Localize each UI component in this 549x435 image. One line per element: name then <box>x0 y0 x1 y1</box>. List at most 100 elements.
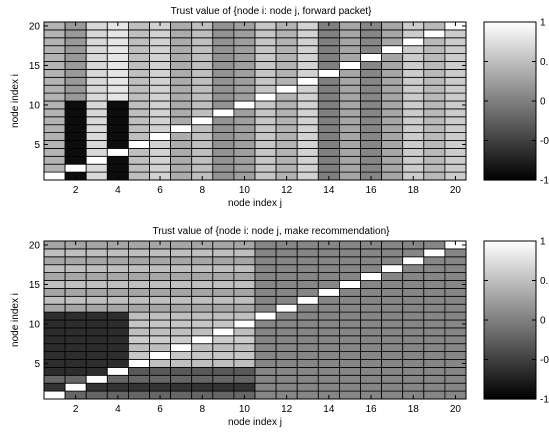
heatmap-cell <box>254 108 277 118</box>
heatmap-cell <box>402 53 425 62</box>
heatmap-cell <box>381 295 404 305</box>
heatmap-cell <box>85 76 108 86</box>
colorbar-segment <box>484 157 536 161</box>
colorbar-segment <box>484 312 536 316</box>
heatmap-cell <box>43 92 66 102</box>
heatmap-cell <box>149 45 172 55</box>
x-tick-label: 20 <box>450 185 462 196</box>
y-tick-label: 20 <box>29 21 41 32</box>
heatmap-cell <box>191 147 214 157</box>
heatmap-cell <box>402 335 425 345</box>
colorbar-tick-label: 0 <box>540 97 546 108</box>
heatmap-cell <box>170 390 193 400</box>
heatmap-cell <box>254 256 277 266</box>
heatmap-cell <box>64 92 87 102</box>
heatmap-cell <box>296 303 319 313</box>
heatmap-cell <box>85 311 108 321</box>
y-tick-label: 15 <box>29 280 41 291</box>
heatmap-cell <box>423 351 446 360</box>
heatmap-cell <box>149 280 172 289</box>
heatmap-cell <box>43 124 66 133</box>
heatmap-cell <box>127 382 150 392</box>
heatmap-cell <box>127 108 150 118</box>
heatmap-cell <box>43 264 66 274</box>
colorbar-segment <box>484 327 536 331</box>
heatmap-cell <box>149 61 172 70</box>
heatmap-cell <box>191 53 214 62</box>
heatmap-cell <box>106 84 129 94</box>
colorbar-segment <box>484 145 536 149</box>
colorbar-segment <box>484 389 536 393</box>
heatmap-cell <box>381 171 404 181</box>
heatmap-cell <box>423 359 446 368</box>
heatmap-cell <box>338 69 361 78</box>
heatmap-cell <box>296 374 319 384</box>
heatmap-cell <box>402 100 425 110</box>
heatmap-cell <box>149 116 172 126</box>
x-axis-ticks: 2 4 6 8 10 12 14 16 18 20 <box>73 241 461 415</box>
heatmap-cell <box>360 53 383 62</box>
heatmap-cell <box>275 53 298 62</box>
colorbar-segment <box>484 108 536 112</box>
heatmap-cell <box>381 100 404 110</box>
heatmap-cell <box>106 29 129 39</box>
heatmap-cell <box>296 382 319 392</box>
heatmap-cell <box>275 116 298 126</box>
colorbar-segment <box>484 63 536 68</box>
heatmap-cell <box>64 147 87 157</box>
colorbar-segment <box>484 352 536 356</box>
heatmap-cell <box>254 29 277 39</box>
heatmap-cell <box>233 359 256 368</box>
heatmap-cell <box>423 335 446 345</box>
heatmap-cell <box>317 132 340 141</box>
heatmap-cell <box>106 116 129 126</box>
heatmap-cell <box>85 343 108 353</box>
heatmap-cell <box>64 366 87 376</box>
heatmap-cell <box>170 69 193 78</box>
heatmap-cell <box>170 295 193 305</box>
heatmap-cell <box>402 61 425 70</box>
heatmap-cell <box>423 248 446 258</box>
colorbar-segment <box>484 384 536 388</box>
heatmap-cell <box>444 335 467 345</box>
heatmap-cell <box>149 147 172 157</box>
colorbar-segment <box>484 317 536 321</box>
colorbar-tick-label: -0.5 <box>540 355 549 366</box>
heatmap-cell <box>127 155 150 165</box>
heatmap-cell <box>170 37 193 47</box>
heatmap-cell <box>296 84 319 94</box>
heatmap-cell <box>296 69 319 78</box>
heatmap-cell <box>296 264 319 274</box>
colorbar-segment <box>484 39 536 43</box>
heatmap-cell <box>106 163 129 173</box>
heatmap-cell <box>338 132 361 141</box>
heatmap-cell <box>85 351 108 360</box>
heatmap-cell <box>402 343 425 353</box>
heatmap-cell <box>296 92 319 102</box>
heatmap-cell <box>444 84 467 94</box>
heatmap-cell <box>338 264 361 274</box>
heatmap-cell <box>317 108 340 118</box>
heatmap-cell <box>423 319 446 329</box>
colorbar-segment <box>484 103 536 107</box>
heatmap-cell <box>149 287 172 297</box>
heatmap-cell <box>360 140 383 149</box>
heatmap-cell <box>127 374 150 384</box>
colorbar-segment <box>484 278 536 282</box>
heatmap-cell <box>296 343 319 353</box>
heatmap-cell <box>296 287 319 297</box>
heatmap-cell <box>444 272 467 281</box>
heatmap-cell <box>254 61 277 70</box>
heatmap-cell <box>170 132 193 141</box>
heatmap-cell <box>402 366 425 376</box>
heatmap-cell <box>423 163 446 173</box>
heatmap-cell <box>275 335 298 345</box>
heatmap-cell <box>444 147 467 157</box>
heatmap-cell <box>402 382 425 392</box>
heatmap-cell <box>296 116 319 126</box>
heatmap-cell <box>191 45 214 55</box>
heatmap-cell <box>360 100 383 110</box>
heatmap-cell <box>444 37 467 47</box>
heatmap-cell <box>275 327 298 337</box>
